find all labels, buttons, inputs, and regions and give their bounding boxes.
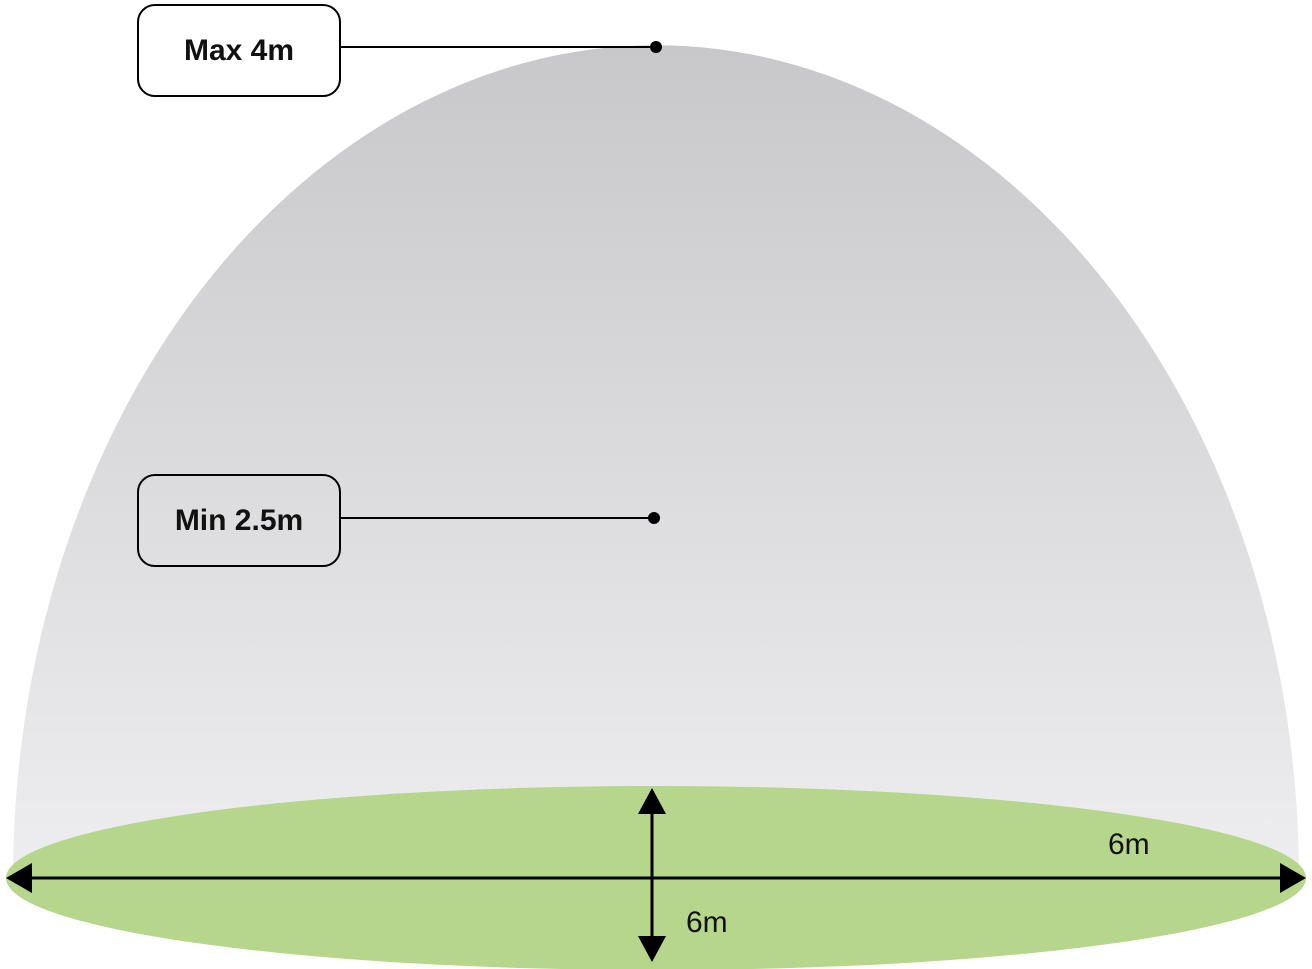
horizontal-diameter-arrow bbox=[6, 863, 1306, 893]
coverage-dome bbox=[13, 45, 1299, 878]
min-height-callout: Min 2.5m bbox=[137, 474, 341, 567]
vertical-diameter-label: 6m bbox=[686, 906, 728, 939]
max-height-marker-dot bbox=[650, 41, 662, 53]
horizontal-diameter-label: 6m bbox=[1108, 828, 1150, 861]
vertical-diameter-arrow bbox=[638, 788, 666, 962]
max-height-label: Max 4m bbox=[183, 33, 295, 67]
min-height-marker-dot bbox=[648, 512, 660, 524]
max-height-callout: Max 4m bbox=[137, 4, 341, 97]
min-height-label: Min 2.5m bbox=[174, 503, 304, 537]
